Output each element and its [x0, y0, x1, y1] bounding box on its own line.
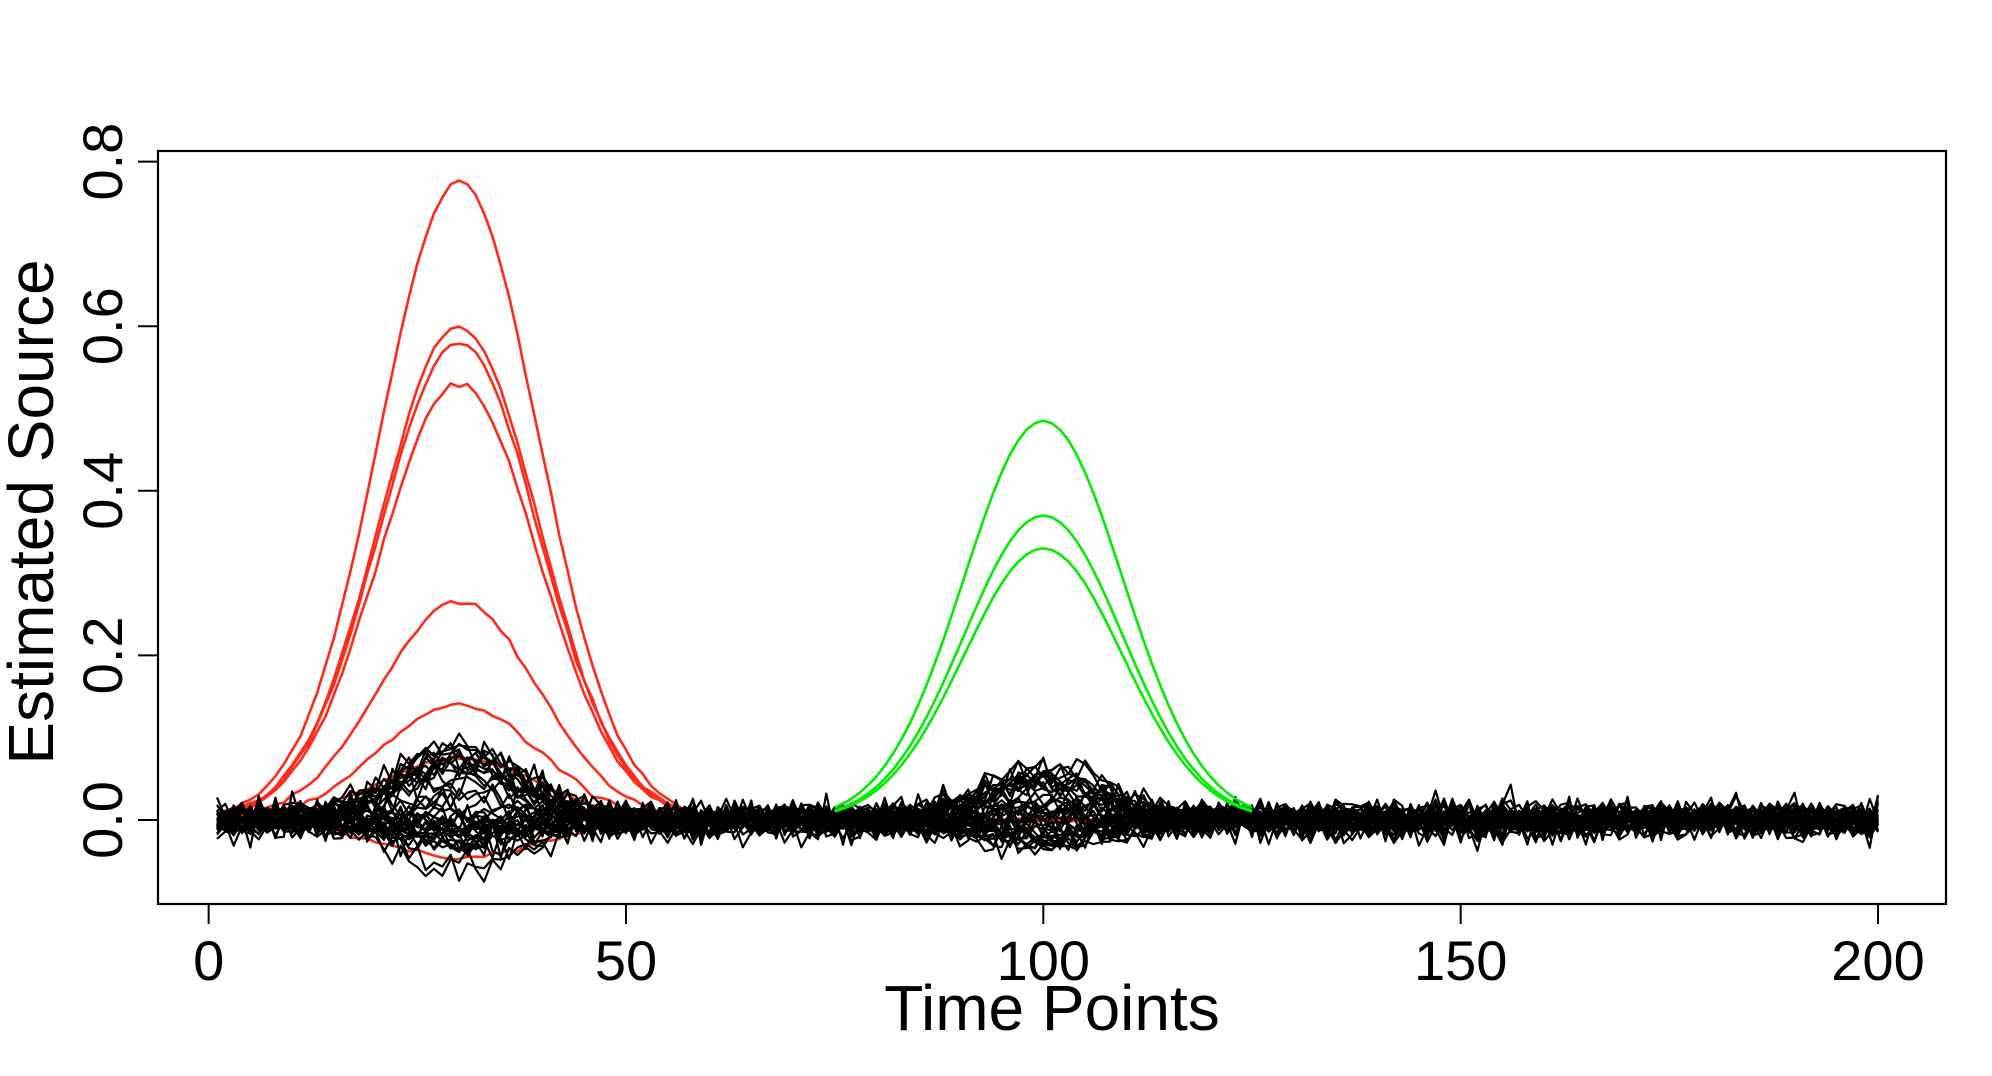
green-series-2	[834, 514, 1253, 812]
y-tick-label: 0.6	[71, 287, 134, 365]
green-series-3	[834, 547, 1253, 813]
x-tick-label: 100	[997, 929, 1090, 992]
y-tick-label: 0.8	[71, 123, 134, 201]
x-tick-label: 150	[1414, 929, 1507, 992]
noise-series-40	[216, 770, 1879, 846]
x-axis: 0 50 100 150 200	[193, 903, 1925, 992]
green-series-1	[834, 419, 1253, 809]
x-tick-label: 0	[193, 929, 224, 992]
y-axis-title: Estimated Source	[0, 259, 67, 764]
x-tick-label: 50	[595, 929, 657, 992]
noise-series-38	[216, 787, 1879, 848]
series-layer	[215, 179, 1880, 883]
y-tick-label: 0.2	[71, 616, 134, 694]
y-tick-label: 0.0	[71, 781, 134, 859]
noise-series-34	[216, 751, 1879, 852]
y-axis: 0.0 0.2 0.4 0.6 0.8	[71, 123, 159, 859]
x-tick-label: 200	[1831, 929, 1924, 992]
noise-series-39	[216, 754, 1878, 840]
red-series-3	[216, 342, 1879, 826]
x-axis-title: Time Points	[884, 972, 1220, 1044]
red-series-1	[216, 179, 1879, 824]
y-tick-label: 0.4	[71, 452, 134, 530]
noise-series-21	[216, 782, 1879, 850]
